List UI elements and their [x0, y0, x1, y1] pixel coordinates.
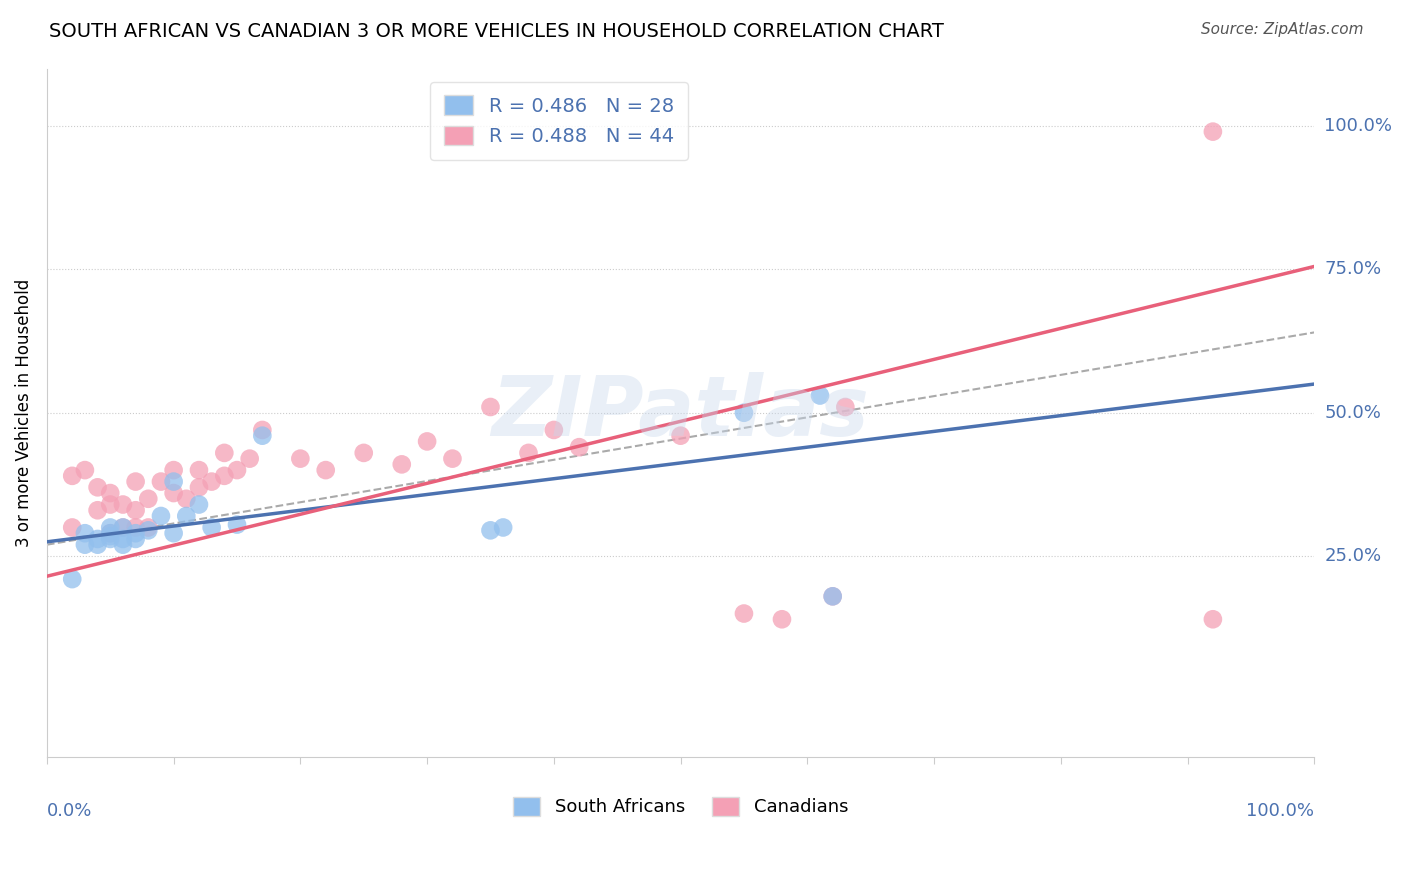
Point — [733, 406, 755, 420]
Point — [98, 532, 121, 546]
Point — [239, 451, 262, 466]
Point — [821, 590, 844, 604]
Text: Source: ZipAtlas.com: Source: ZipAtlas.com — [1201, 22, 1364, 37]
Point — [124, 520, 146, 534]
Point — [821, 590, 844, 604]
Text: 50.0%: 50.0% — [1324, 404, 1381, 422]
Point — [124, 475, 146, 489]
Point — [252, 423, 274, 437]
Point — [149, 508, 172, 523]
Point — [60, 468, 83, 483]
Point — [1202, 125, 1225, 139]
Point — [441, 451, 464, 466]
Point — [1202, 612, 1225, 626]
Point — [162, 486, 184, 500]
Point — [669, 428, 692, 442]
Point — [315, 463, 337, 477]
Point — [733, 607, 755, 621]
Point — [353, 446, 375, 460]
Point — [136, 520, 159, 534]
Point — [98, 529, 121, 543]
Point — [73, 463, 96, 477]
Point — [111, 520, 134, 534]
Text: 25.0%: 25.0% — [1324, 547, 1382, 566]
Point — [98, 526, 121, 541]
Point — [252, 428, 274, 442]
Point — [124, 532, 146, 546]
Point — [111, 538, 134, 552]
Point — [60, 572, 83, 586]
Point — [73, 526, 96, 541]
Point — [188, 463, 211, 477]
Text: 100.0%: 100.0% — [1324, 117, 1392, 135]
Point — [60, 520, 83, 534]
Point — [86, 503, 108, 517]
Point — [391, 458, 413, 472]
Point — [176, 491, 198, 506]
Point — [98, 526, 121, 541]
Point — [568, 440, 591, 454]
Text: 0.0%: 0.0% — [46, 802, 93, 820]
Point — [290, 451, 312, 466]
Point — [808, 388, 831, 402]
Point — [111, 520, 134, 534]
Point — [201, 475, 224, 489]
Point — [86, 538, 108, 552]
Point — [201, 520, 224, 534]
Point — [770, 612, 793, 626]
Point — [149, 475, 172, 489]
Point — [226, 517, 249, 532]
Point — [124, 503, 146, 517]
Point — [162, 463, 184, 477]
Point — [86, 480, 108, 494]
Point — [226, 463, 249, 477]
Point — [136, 491, 159, 506]
Point — [834, 400, 856, 414]
Point — [214, 446, 236, 460]
Point — [86, 532, 108, 546]
Text: 100.0%: 100.0% — [1246, 802, 1315, 820]
Legend: South Africans, Canadians: South Africans, Canadians — [506, 789, 855, 823]
Point — [98, 486, 121, 500]
Point — [176, 508, 198, 523]
Point — [111, 532, 134, 546]
Point — [98, 520, 121, 534]
Point — [188, 480, 211, 494]
Text: 75.0%: 75.0% — [1324, 260, 1382, 278]
Point — [162, 526, 184, 541]
Y-axis label: 3 or more Vehicles in Household: 3 or more Vehicles in Household — [15, 278, 32, 547]
Point — [416, 434, 439, 449]
Point — [492, 520, 515, 534]
Point — [517, 446, 540, 460]
Point — [543, 423, 565, 437]
Text: ZIPatlas: ZIPatlas — [492, 372, 869, 453]
Point — [73, 538, 96, 552]
Point — [479, 524, 502, 538]
Point — [162, 475, 184, 489]
Point — [124, 526, 146, 541]
Point — [111, 498, 134, 512]
Text: SOUTH AFRICAN VS CANADIAN 3 OR MORE VEHICLES IN HOUSEHOLD CORRELATION CHART: SOUTH AFRICAN VS CANADIAN 3 OR MORE VEHI… — [49, 22, 943, 41]
Point — [136, 524, 159, 538]
Point — [479, 400, 502, 414]
Point — [188, 498, 211, 512]
Point — [214, 468, 236, 483]
Point — [98, 498, 121, 512]
